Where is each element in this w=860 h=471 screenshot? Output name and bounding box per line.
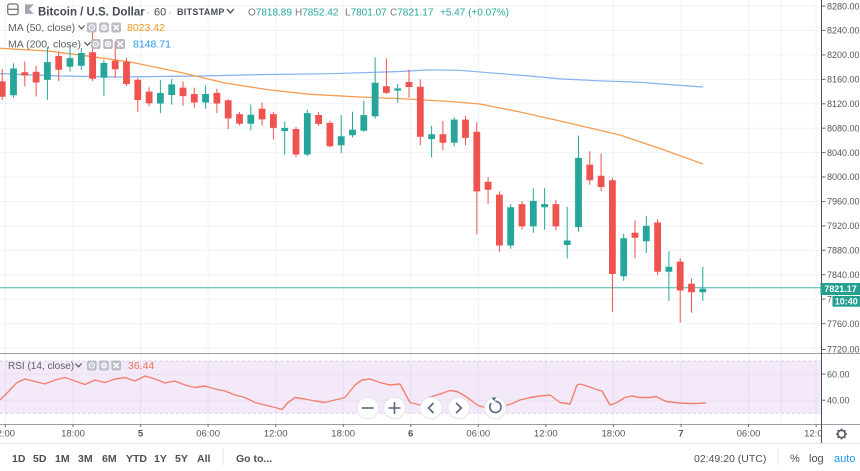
svg-text:+5.47 (+0.07%): +5.47 (+0.07%) bbox=[440, 8, 509, 19]
svg-text:8280.00: 8280.00 bbox=[827, 1, 860, 11]
svg-text:8160.00: 8160.00 bbox=[827, 75, 860, 85]
svg-text:8040.00: 8040.00 bbox=[827, 148, 860, 158]
svg-text:%: % bbox=[790, 453, 800, 465]
svg-text:8240.00: 8240.00 bbox=[827, 26, 860, 36]
svg-text:·: · bbox=[147, 8, 150, 19]
svg-text:7821.17: 7821.17 bbox=[824, 284, 857, 294]
svg-text:06:00: 06:00 bbox=[196, 428, 220, 439]
svg-text:36.44: 36.44 bbox=[128, 360, 154, 372]
svg-text:RSI (14, close): RSI (14, close) bbox=[8, 361, 74, 372]
svg-text:12:00: 12:00 bbox=[804, 428, 828, 439]
svg-text:7920.00: 7920.00 bbox=[827, 221, 860, 231]
svg-text:12:00: 12:00 bbox=[264, 428, 288, 439]
svg-text:L7801.07: L7801.07 bbox=[345, 8, 387, 19]
svg-text:C7821.17: C7821.17 bbox=[390, 8, 434, 19]
svg-text:7: 7 bbox=[678, 428, 683, 439]
svg-text:18:00: 18:00 bbox=[602, 428, 626, 439]
svg-text:7760.00: 7760.00 bbox=[827, 319, 860, 329]
svg-text:18:00: 18:00 bbox=[61, 428, 85, 439]
svg-text:40.00: 40.00 bbox=[827, 395, 850, 405]
svg-text:8080.00: 8080.00 bbox=[827, 123, 860, 133]
svg-text:MA (50, close): MA (50, close) bbox=[8, 22, 75, 34]
svg-text:Go to...: Go to... bbox=[236, 453, 272, 465]
svg-text:H7852.42: H7852.42 bbox=[295, 8, 339, 19]
svg-text:Bitcoin / U.S. Dollar: Bitcoin / U.S. Dollar bbox=[38, 7, 145, 19]
svg-text:06:00: 06:00 bbox=[466, 428, 490, 439]
svg-text:7840.00: 7840.00 bbox=[827, 270, 860, 280]
svg-text:10:40: 10:40 bbox=[835, 296, 858, 306]
svg-text:7960.00: 7960.00 bbox=[827, 197, 860, 207]
svg-text:12:00: 12:00 bbox=[534, 428, 558, 439]
svg-text:8148.71: 8148.71 bbox=[133, 39, 171, 51]
svg-text:1Y: 1Y bbox=[154, 453, 167, 465]
svg-text:5: 5 bbox=[138, 428, 144, 439]
svg-text:7880.00: 7880.00 bbox=[827, 246, 860, 256]
svg-text:60.00: 60.00 bbox=[827, 369, 850, 379]
svg-text:7720.00: 7720.00 bbox=[827, 345, 860, 355]
svg-text:6M: 6M bbox=[102, 453, 117, 465]
svg-text:·: · bbox=[169, 8, 172, 19]
svg-text:6: 6 bbox=[408, 428, 413, 439]
svg-text:MA (200, close): MA (200, close) bbox=[8, 39, 81, 51]
svg-text:8120.00: 8120.00 bbox=[827, 99, 860, 109]
svg-text:18:00: 18:00 bbox=[331, 428, 355, 439]
svg-text:12:00: 12:00 bbox=[0, 428, 15, 439]
svg-text:1M: 1M bbox=[55, 453, 70, 465]
svg-text:auto: auto bbox=[834, 453, 855, 465]
svg-text:06:00: 06:00 bbox=[737, 428, 761, 439]
svg-text:8023.42: 8023.42 bbox=[127, 22, 165, 34]
svg-text:60: 60 bbox=[154, 7, 166, 19]
svg-text:BITSTAMP: BITSTAMP bbox=[177, 7, 225, 17]
svg-text:YTD: YTD bbox=[126, 453, 147, 465]
svg-text:5Y: 5Y bbox=[175, 453, 188, 465]
svg-text:8000.00: 8000.00 bbox=[827, 172, 860, 182]
svg-text:5D: 5D bbox=[33, 453, 47, 465]
svg-text:All: All bbox=[197, 453, 211, 465]
svg-text:8200.00: 8200.00 bbox=[827, 50, 860, 60]
svg-text:1D: 1D bbox=[12, 453, 26, 465]
svg-text:O7818.89: O7818.89 bbox=[248, 8, 292, 19]
svg-text:log: log bbox=[809, 453, 824, 465]
svg-text:02:49:20 (UTC): 02:49:20 (UTC) bbox=[694, 453, 766, 465]
svg-text:3M: 3M bbox=[78, 453, 93, 465]
